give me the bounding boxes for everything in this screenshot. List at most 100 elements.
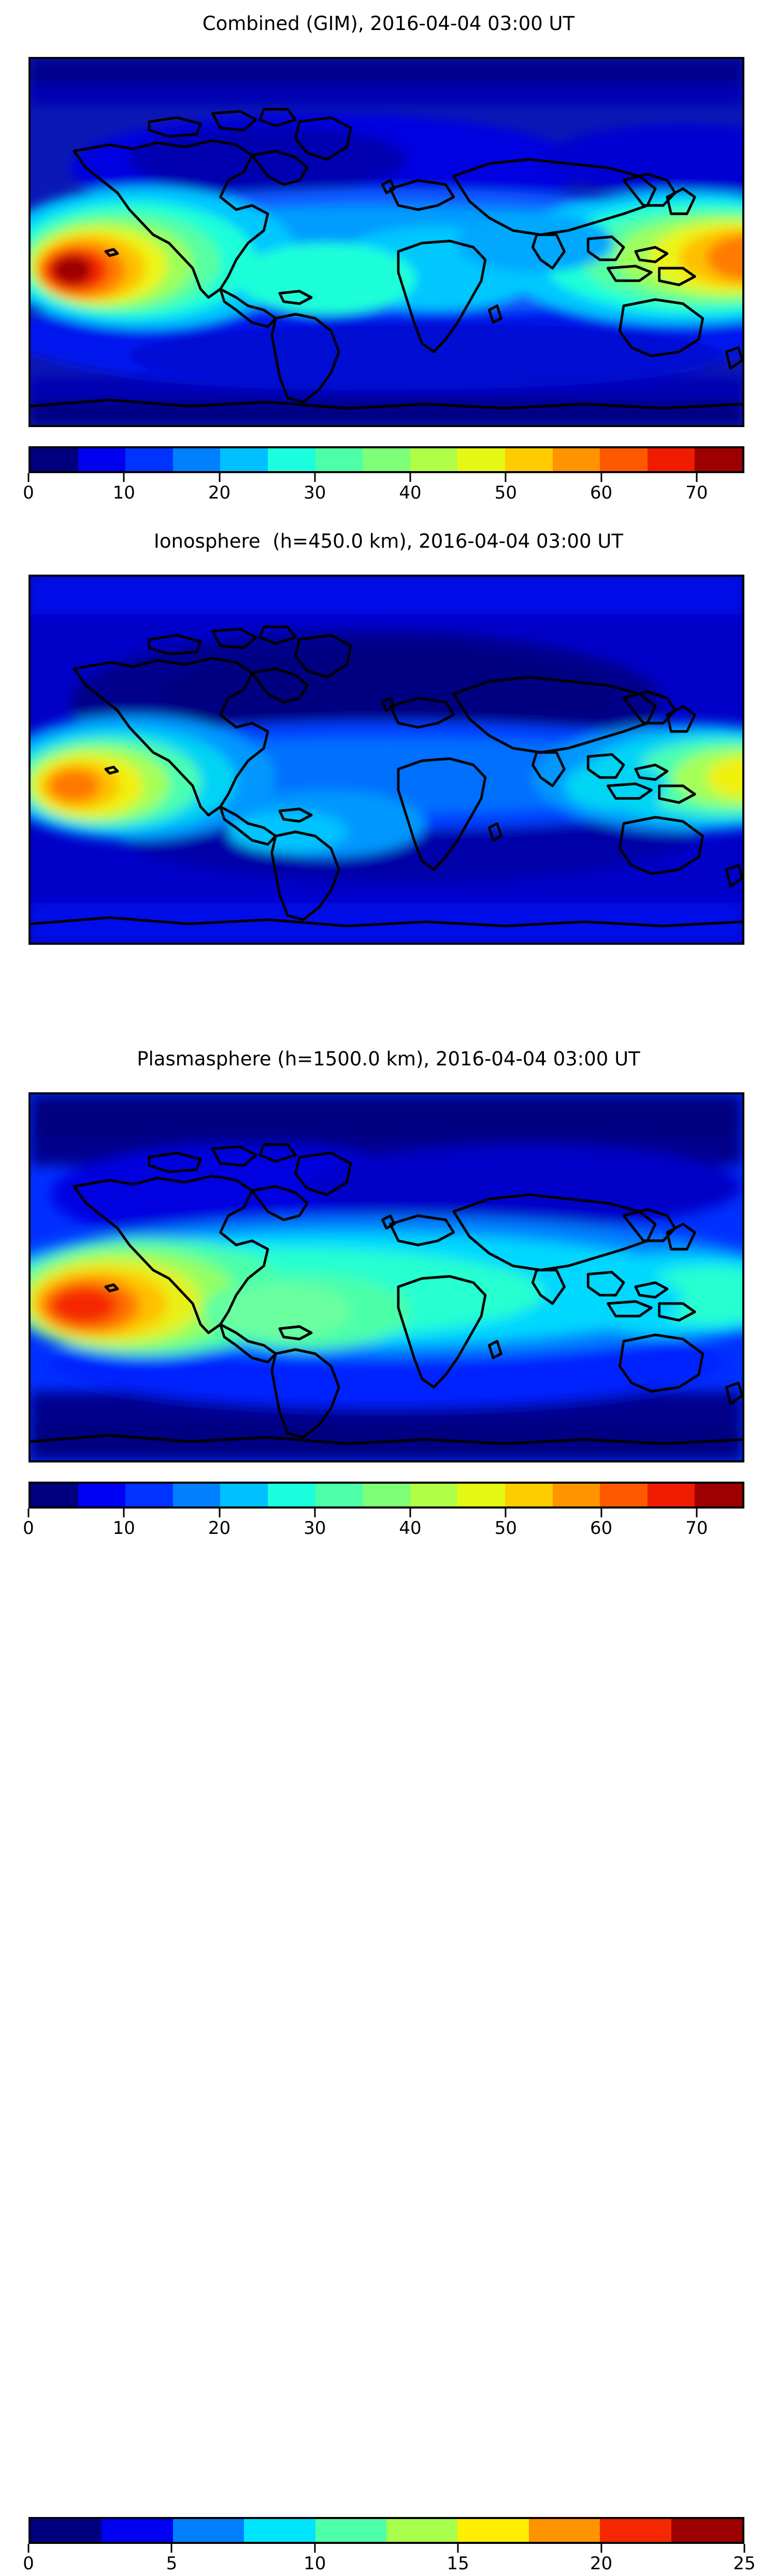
panel-title-ionosphere: Ionosphere (h=450.0 km), 2016-04-04 03:0… xyxy=(153,530,624,552)
colorbar-band-9 xyxy=(457,448,505,471)
colorbar-tick xyxy=(123,1509,125,1517)
colorbar-band-6 xyxy=(315,1484,363,1506)
colorbar-tick xyxy=(170,2544,172,2553)
colorbar-tick xyxy=(696,1509,698,1517)
panel-plasmasphere: Plasmasphere (h=1500.0 km), 2016-04-04 0… xyxy=(0,1035,777,2574)
colorbar-tick-label: 15 xyxy=(447,2553,469,2574)
colorbar-tick-label: 20 xyxy=(589,2553,613,2574)
map-contour-combined xyxy=(31,59,742,425)
colorbar-tick xyxy=(27,473,30,482)
colorbar-ticks-combined: 0 10 20 30 40 50 60 70 xyxy=(23,473,744,505)
panel-title-combined: Combined (GIM), 2016-04-04 03:00 UT xyxy=(202,12,575,35)
colorbar-tick xyxy=(696,473,698,482)
colorbar-tick xyxy=(743,2544,745,2553)
colorbar-band-5 xyxy=(267,448,315,471)
colorbar-band-11 xyxy=(552,448,600,471)
colorbar-ticks-plasmasphere: 0 5 10 15 20 25 xyxy=(23,2544,756,2576)
colorbar-tick-label: 70 xyxy=(685,1518,708,1539)
colorbar-tick-label: 20 xyxy=(208,1518,231,1539)
colorbar-tick-label: 0 xyxy=(23,2553,34,2574)
colorbar-band-13 xyxy=(647,1484,695,1506)
colorbar-band-8 xyxy=(410,448,458,471)
colorbar-band-3 xyxy=(244,2519,315,2542)
colorbar-band-2 xyxy=(172,2519,244,2542)
colorbar-band-8 xyxy=(410,1484,458,1506)
panel-ionosphere: Ionosphere (h=450.0 km), 2016-04-04 03:0… xyxy=(0,518,777,1539)
colorbar-band-3 xyxy=(172,448,221,471)
colorbar-band-9 xyxy=(671,2519,743,2542)
colorbar-tick-label: 10 xyxy=(304,2553,326,2574)
colorbar-tick xyxy=(314,1509,316,1517)
colorbar-band-13 xyxy=(647,448,695,471)
colorbar-band-2 xyxy=(125,448,173,471)
colorbar-ionosphere: 0 10 20 30 40 50 60 70 xyxy=(23,1482,744,1541)
colorbar-gradient-plasmasphere xyxy=(28,2517,744,2544)
colorbar-band-2 xyxy=(125,1484,173,1506)
panel-combined: Combined (GIM), 2016-04-04 03:00 UT xyxy=(0,0,777,518)
colorbar-band-7 xyxy=(528,2519,600,2542)
colorbar-tick xyxy=(27,2544,30,2553)
colorbar-band-5 xyxy=(267,1484,315,1506)
colorbar-tick-label: 40 xyxy=(399,1518,422,1539)
colorbar-band-6 xyxy=(457,2519,529,2542)
colorbar-band-5 xyxy=(386,2519,458,2542)
colorbar-tick-label: 0 xyxy=(23,482,34,503)
colorbar-tick-label: 20 xyxy=(208,482,231,503)
colorbar-tick xyxy=(314,473,316,482)
map-contour-plasmasphere xyxy=(31,1094,742,1460)
colorbar-band-0 xyxy=(31,448,78,471)
colorbar-band-1 xyxy=(78,448,126,471)
colorbar-tick xyxy=(600,473,602,482)
colorbar-gradient-ionosphere xyxy=(28,1482,744,1509)
colorbar-tick-label: 40 xyxy=(399,482,422,503)
colorbar-tick-label: 30 xyxy=(304,1518,326,1539)
colorbar-tick xyxy=(600,2544,602,2553)
colorbar-band-0 xyxy=(31,1484,78,1506)
colorbar-band-1 xyxy=(102,2519,173,2542)
colorbar-tick-label: 70 xyxy=(685,482,708,503)
colorbar-tick xyxy=(505,473,507,482)
colorbar-band-12 xyxy=(600,448,648,471)
colorbar-tick xyxy=(314,2544,316,2553)
colorbar-tick-label: 60 xyxy=(589,482,613,503)
colorbar-band-7 xyxy=(363,1484,410,1506)
colorbar-combined: 0 10 20 30 40 50 60 70 xyxy=(23,446,744,505)
colorbar-band-1 xyxy=(78,1484,126,1506)
colorbar-band-10 xyxy=(505,1484,553,1506)
colorbar-band-10 xyxy=(505,448,553,471)
colorbar-band-7 xyxy=(363,448,410,471)
colorbar-tick-label: 5 xyxy=(166,2553,178,2574)
colorbar-tick xyxy=(505,1509,507,1517)
colorbar-band-4 xyxy=(315,2519,387,2542)
colorbar-band-11 xyxy=(552,1484,600,1506)
map-contour-ionosphere xyxy=(31,577,742,943)
colorbar-tick-label: 50 xyxy=(494,482,517,503)
map-axes-combined xyxy=(28,57,744,427)
colorbar-tick xyxy=(600,1509,602,1517)
colorbar-tick-label: 10 xyxy=(112,1518,135,1539)
colorbar-band-4 xyxy=(220,448,268,471)
map-axes-plasmasphere xyxy=(28,1092,744,1462)
colorbar-ticks-ionosphere: 0 10 20 30 40 50 60 70 xyxy=(23,1509,744,1541)
colorbar-tick-label: 25 xyxy=(733,2553,756,2574)
colorbar-tick-label: 10 xyxy=(112,482,135,503)
colorbar-tick-label: 60 xyxy=(589,1518,613,1539)
colorbar-band-3 xyxy=(172,1484,221,1506)
panel-title-plasmasphere: Plasmasphere (h=1500.0 km), 2016-04-04 0… xyxy=(137,1048,640,1070)
colorbar-tick-label: 0 xyxy=(23,1518,34,1539)
colorbar-band-14 xyxy=(695,1484,742,1506)
colorbar-tick xyxy=(27,1509,30,1517)
colorbar-tick xyxy=(457,2544,459,2553)
colorbar-tick-label: 50 xyxy=(494,1518,517,1539)
colorbar-tick xyxy=(409,473,411,482)
colorbar-tick xyxy=(219,1509,221,1517)
colorbar-plasmasphere: 0 5 10 15 20 25 xyxy=(23,2517,756,2576)
colorbar-tick xyxy=(409,1509,411,1517)
colorbar-tick xyxy=(123,473,125,482)
colorbar-gradient-combined xyxy=(28,446,744,473)
colorbar-band-9 xyxy=(457,1484,505,1506)
colorbar-band-14 xyxy=(695,448,742,471)
colorbar-band-12 xyxy=(600,1484,648,1506)
colorbar-band-4 xyxy=(220,1484,268,1506)
